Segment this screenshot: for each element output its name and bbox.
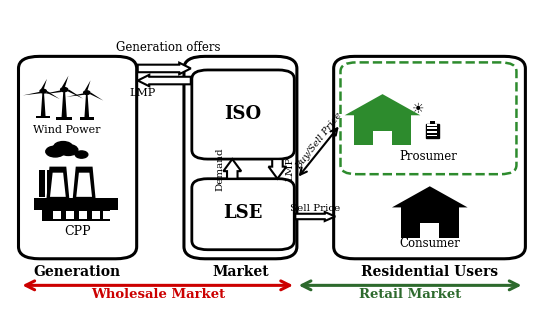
- Polygon shape: [345, 94, 420, 115]
- Text: LMP: LMP: [286, 156, 295, 181]
- Text: Wholesale Market: Wholesale Market: [91, 288, 225, 301]
- Text: Generation: Generation: [34, 265, 121, 280]
- Bar: [420, 223, 439, 238]
- Circle shape: [84, 91, 90, 94]
- Text: Buy/Sell Price: Buy/Sell Price: [294, 111, 344, 171]
- Polygon shape: [23, 92, 41, 95]
- Bar: [39, 170, 45, 197]
- Polygon shape: [224, 159, 241, 179]
- Text: Sell Price: Sell Price: [290, 204, 340, 213]
- Text: Wind Power: Wind Power: [33, 125, 101, 135]
- Text: Demand: Demand: [215, 147, 224, 190]
- Polygon shape: [50, 173, 66, 197]
- Polygon shape: [66, 93, 85, 97]
- Text: ☀: ☀: [412, 102, 424, 116]
- FancyBboxPatch shape: [192, 70, 294, 159]
- Polygon shape: [89, 93, 103, 100]
- Circle shape: [54, 142, 72, 152]
- Polygon shape: [269, 159, 286, 179]
- Polygon shape: [62, 90, 67, 118]
- Polygon shape: [138, 63, 191, 74]
- FancyBboxPatch shape: [340, 62, 517, 174]
- Polygon shape: [392, 186, 467, 207]
- Bar: [102, 211, 110, 219]
- Text: ISO: ISO: [225, 105, 262, 123]
- Text: Prosumer: Prosumer: [399, 149, 457, 162]
- Text: Consumer: Consumer: [399, 237, 460, 250]
- Polygon shape: [46, 167, 70, 200]
- FancyBboxPatch shape: [18, 56, 137, 259]
- Polygon shape: [67, 90, 83, 99]
- Polygon shape: [76, 173, 92, 197]
- Bar: [80, 117, 94, 120]
- Bar: [427, 131, 437, 133]
- Bar: [66, 211, 73, 219]
- Bar: [426, 124, 438, 138]
- Bar: [92, 211, 100, 219]
- Text: Retail Market: Retail Market: [359, 288, 461, 301]
- Bar: [427, 124, 437, 126]
- Bar: [36, 115, 50, 118]
- Circle shape: [46, 146, 65, 157]
- Polygon shape: [295, 212, 335, 221]
- FancyBboxPatch shape: [333, 56, 525, 259]
- Polygon shape: [46, 91, 60, 99]
- FancyBboxPatch shape: [184, 56, 297, 259]
- Polygon shape: [85, 80, 91, 91]
- Bar: [79, 211, 87, 219]
- Bar: [42, 209, 110, 221]
- Polygon shape: [41, 91, 46, 116]
- Circle shape: [75, 151, 88, 158]
- Text: Market: Market: [212, 265, 269, 280]
- FancyBboxPatch shape: [192, 179, 294, 250]
- Text: CPP: CPP: [64, 225, 91, 238]
- Text: Residential Users: Residential Users: [361, 265, 498, 280]
- Text: Generation offers: Generation offers: [116, 41, 220, 54]
- Text: LMP: LMP: [130, 88, 156, 98]
- Bar: [53, 211, 61, 219]
- Bar: [373, 131, 392, 145]
- Bar: [34, 198, 118, 211]
- Circle shape: [59, 145, 78, 156]
- Polygon shape: [84, 93, 89, 118]
- Bar: [430, 121, 435, 124]
- Bar: [427, 127, 437, 129]
- Bar: [354, 115, 412, 145]
- Text: LSE: LSE: [224, 204, 263, 223]
- Polygon shape: [72, 167, 96, 200]
- Polygon shape: [138, 75, 191, 86]
- Polygon shape: [62, 76, 69, 87]
- Circle shape: [40, 89, 46, 93]
- Bar: [56, 117, 72, 121]
- Circle shape: [61, 87, 68, 92]
- Polygon shape: [41, 79, 47, 89]
- Bar: [427, 135, 437, 136]
- Bar: [47, 170, 53, 197]
- Bar: [401, 207, 459, 238]
- Polygon shape: [41, 90, 62, 94]
